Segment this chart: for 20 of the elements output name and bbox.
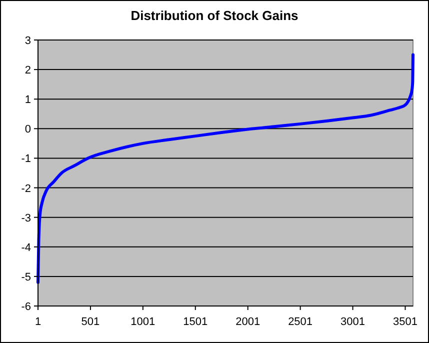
y-tick-label: -2 xyxy=(21,182,31,195)
y-tick-label: -4 xyxy=(21,242,31,254)
y-tick-label: -5 xyxy=(21,271,31,284)
y-tick-label: 2 xyxy=(24,64,31,77)
x-tick-label: 501 xyxy=(81,316,100,328)
y-tick-label: 1 xyxy=(24,94,31,106)
x-tick-label: 1501 xyxy=(183,316,208,328)
chart-title: Distribution of Stock Gains xyxy=(130,8,298,23)
x-tick-label: 2001 xyxy=(236,316,260,328)
y-tick-label: -1 xyxy=(21,153,31,166)
y-tick-label: 3 xyxy=(24,35,31,47)
x-tick-label: 3501 xyxy=(392,316,418,328)
line-series xyxy=(36,53,414,284)
x-tick-label: 1 xyxy=(34,316,42,328)
x-tick-label: 2501 xyxy=(288,316,313,328)
y-tick-label: -6 xyxy=(21,301,31,313)
y-tick-label: -3 xyxy=(21,212,31,224)
x-tick-label: 3001 xyxy=(340,316,366,328)
y-tick-label: 0 xyxy=(24,124,31,136)
x-tick-label: 1001 xyxy=(130,316,156,328)
